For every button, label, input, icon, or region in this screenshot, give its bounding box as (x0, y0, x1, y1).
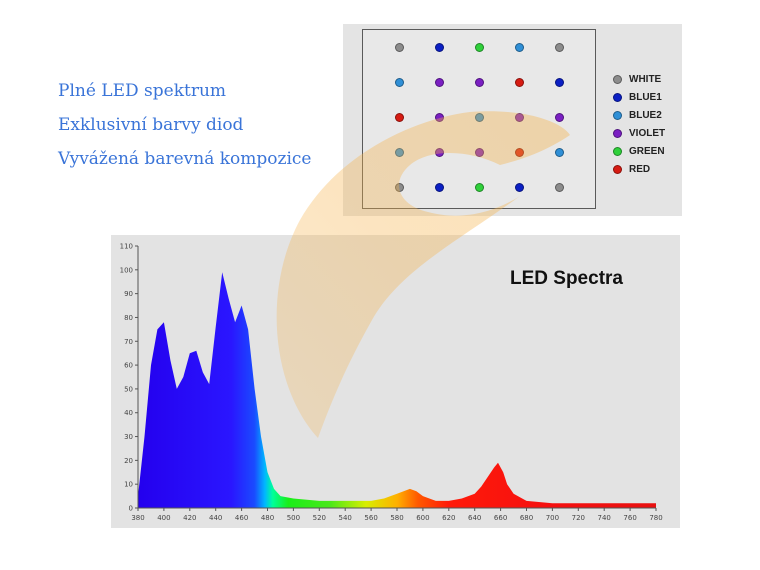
y-tick-label: 30 (124, 433, 133, 441)
y-tick-label: 50 (124, 385, 133, 393)
y-tick-label: 20 (124, 457, 133, 465)
feature-item-exclusive-colors: Exklusivní barvy diod (58, 115, 244, 135)
x-tick-label: 460 (235, 514, 248, 522)
led-diode-red (395, 113, 404, 122)
led-diode-red (515, 148, 524, 157)
led-diode-violet (475, 148, 484, 157)
feature-item-balanced-composition: Vyvážená barevná kompozice (58, 149, 312, 169)
led-diode-violet (435, 113, 444, 122)
legend-item: RED (613, 160, 665, 178)
y-tick-label: 90 (124, 290, 133, 298)
legend-swatch (613, 74, 622, 84)
led-diode-white (555, 43, 564, 52)
legend-item: GREEN (613, 142, 665, 160)
chart-title: LED Spectra (510, 268, 623, 289)
led-diode-violet (475, 78, 484, 87)
x-tick-label: 560 (364, 514, 377, 522)
legend-item: VIOLET (613, 124, 665, 142)
x-tick-label: 760 (623, 514, 636, 522)
led-diode-grid (362, 29, 596, 209)
feature-list: Plné LED spektrum Exklusivní barvy diod … (58, 74, 311, 176)
y-tick-label: 70 (124, 338, 133, 346)
x-tick-label: 660 (494, 514, 507, 522)
led-diode-white (395, 43, 404, 52)
x-tick-label: 600 (416, 514, 429, 522)
led-diode-blue1 (515, 183, 524, 192)
led-diode-blue1 (555, 78, 564, 87)
x-tick-label: 700 (546, 514, 559, 522)
y-tick-label: 60 (124, 362, 133, 370)
led-diode-violet (555, 113, 564, 122)
legend-label: RED (629, 163, 651, 175)
x-tick-label: 400 (157, 514, 170, 522)
legend-label: WHITE (629, 73, 662, 85)
led-diode-blue2 (475, 113, 484, 122)
led-diode-violet (435, 78, 444, 87)
y-tick-label: 110 (120, 243, 133, 251)
x-tick-label: 580 (390, 514, 403, 522)
led-diode-blue1 (435, 43, 444, 52)
y-tick-label: 80 (124, 314, 133, 322)
x-tick-label: 620 (442, 514, 455, 522)
led-diode-white (555, 183, 564, 192)
x-tick-label: 420 (183, 514, 196, 522)
x-tick-label: 520 (313, 514, 326, 522)
led-diode-blue2 (395, 148, 404, 157)
led-legend: WHITE BLUE1 BLUE2 VIOLET GREEN RED (613, 70, 665, 178)
spectrum-chart-svg: 0 10 20 30 40 50 60 70 80 90 100 110 380 400 420 440 460… (120, 243, 663, 523)
legend-item: BLUE2 (613, 106, 665, 124)
x-tick-label: 780 (649, 514, 662, 522)
led-diode-blue2 (515, 43, 524, 52)
legend-swatch (613, 164, 622, 174)
feature-item-full-spectrum: Plné LED spektrum (58, 81, 227, 101)
x-tick-label: 640 (468, 514, 481, 522)
legend-label: GREEN (629, 145, 665, 157)
legend-label: BLUE1 (629, 91, 662, 103)
led-panel: WHITE BLUE1 BLUE2 VIOLET GREEN RED (343, 24, 682, 216)
led-diode-violet (515, 113, 524, 122)
led-diode-violet (435, 148, 444, 157)
y-tick-label: 0 (129, 505, 133, 513)
x-tick-label: 500 (287, 514, 300, 522)
y-tick-label: 10 (124, 481, 133, 489)
x-tick-label: 380 (131, 514, 144, 522)
legend-item: WHITE (613, 70, 665, 88)
spectrum-area (138, 272, 656, 508)
led-diode-red (515, 78, 524, 87)
led-diode-blue2 (395, 78, 404, 87)
spectrum-chart: 0 10 20 30 40 50 60 70 80 90 100 110 380 400 420 440 460… (111, 235, 680, 528)
legend-swatch (613, 92, 622, 102)
x-tick-label: 440 (209, 514, 222, 522)
led-diode-green (475, 43, 484, 52)
x-tick-label: 540 (339, 514, 352, 522)
x-tick-label: 480 (261, 514, 274, 522)
legend-swatch (613, 128, 622, 138)
led-diode-blue2 (555, 148, 564, 157)
legend-swatch (613, 110, 622, 120)
led-diode-blue1 (435, 183, 444, 192)
legend-label: BLUE2 (629, 109, 662, 121)
x-tick-label: 680 (520, 514, 533, 522)
legend-label: VIOLET (629, 127, 666, 139)
x-tick-label: 720 (572, 514, 585, 522)
y-tick-label: 100 (120, 266, 133, 274)
legend-item: BLUE1 (613, 88, 665, 106)
y-tick-label: 40 (124, 409, 133, 417)
led-diode-green (475, 183, 484, 192)
led-diode-white (395, 183, 404, 192)
legend-swatch (613, 146, 622, 156)
x-tick-label: 740 (598, 514, 611, 522)
